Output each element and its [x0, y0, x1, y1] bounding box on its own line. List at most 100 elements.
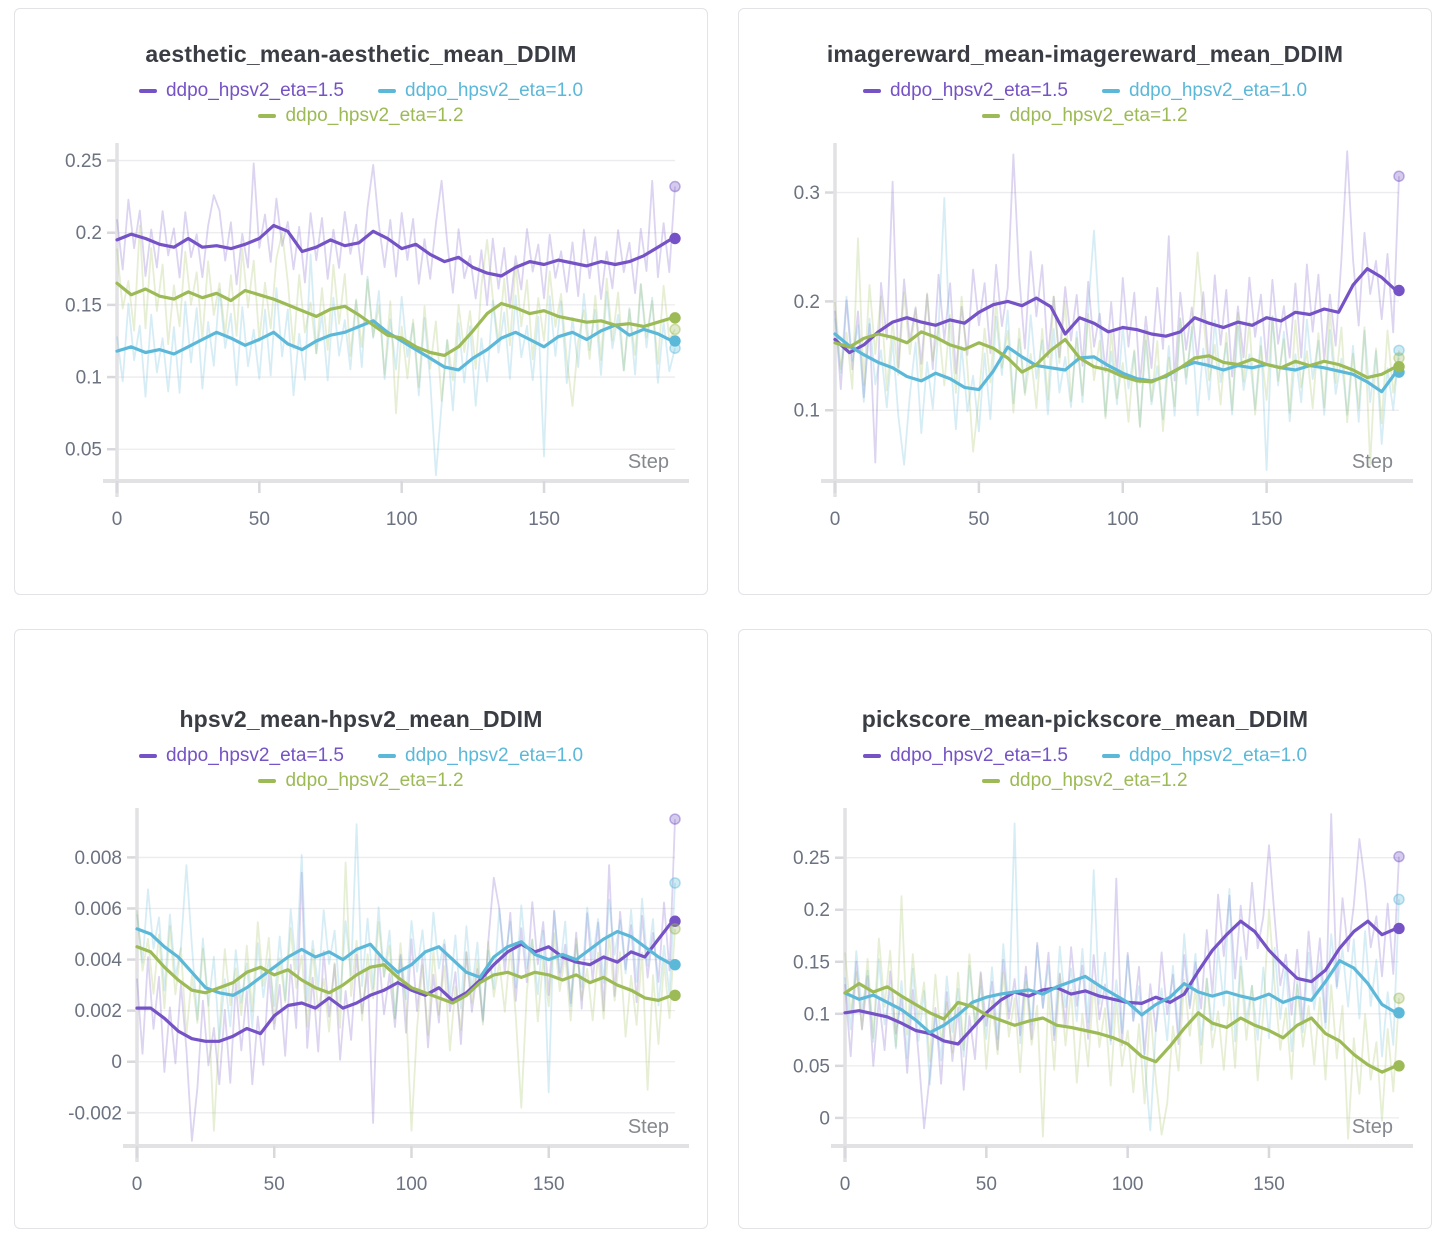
x-tick-label: 150 — [533, 1174, 565, 1195]
chart-legend: ddpo_hpsv2_eta=1.5 ddpo_hpsv2_eta=1.0 dd… — [739, 80, 1431, 127]
legend-label: ddpo_hpsv2_eta=1.2 — [1009, 770, 1188, 791]
legend-dash-icon — [258, 778, 277, 784]
raw-end-dot[interactable] — [669, 323, 681, 336]
chart-canvas[interactable]: 0 0.05 0.1 0.15 0.2 0.25 0 50 100 150 Step — [757, 802, 1413, 1214]
raw-end-dot[interactable] — [669, 923, 681, 935]
legend-dash-icon — [138, 753, 157, 759]
raw-end-dot[interactable] — [1393, 992, 1405, 1004]
raw-end-dot[interactable] — [669, 180, 681, 193]
series-end-dot[interactable] — [669, 312, 681, 324]
y-tick-label: 0.05 — [793, 1056, 830, 1077]
chart-title: hpsv2_mean-hpsv2_mean_DDIM — [179, 706, 543, 732]
chart-canvas[interactable]: -0.002 0 0.002 0.004 0.006 0.008 0 50 100 150 Step — [33, 802, 689, 1214]
legend-item-eta-1-5[interactable]: ddpo_hpsv2_eta=1.5 — [138, 80, 344, 102]
legend-label: ddpo_hpsv2_eta=1.2 — [285, 105, 464, 126]
x-tick-label: 50 — [976, 1174, 997, 1195]
x-tick-label: 0 — [112, 509, 123, 530]
chart-legend: ddpo_hpsv2_eta=1.5 ddpo_hpsv2_eta=1.0 dd… — [739, 745, 1431, 792]
chart-title: imagereward_mean-imagereward_mean_DDIM — [826, 41, 1344, 67]
raw-end-dot[interactable] — [1393, 344, 1405, 357]
raw-end-dot[interactable] — [669, 877, 681, 889]
series-end-dot[interactable] — [1393, 1060, 1405, 1072]
smoothed-series-line[interactable] — [135, 945, 677, 1005]
x-tick-label: 100 — [1107, 509, 1139, 530]
series-end-dot[interactable] — [1393, 922, 1405, 935]
legend-label: ddpo_hpsv2_eta=1.5 — [165, 745, 344, 766]
raw-end-dot[interactable] — [1393, 850, 1405, 863]
chart-legend: ddpo_hpsv2_eta=1.5 ddpo_hpsv2_eta=1.0 dd… — [15, 80, 707, 127]
series-end-dot[interactable] — [669, 958, 681, 971]
y-tick-label: 0 — [819, 1108, 830, 1129]
legend-item-eta-1-0[interactable]: ddpo_hpsv2_eta=1.0 — [378, 80, 583, 102]
legend-dash-icon — [982, 113, 1001, 119]
x-tick-label: 50 — [264, 1174, 285, 1195]
raw-end-dot[interactable] — [1393, 893, 1405, 906]
legend-item-eta-1-5[interactable]: ddpo_hpsv2_eta=1.5 — [862, 80, 1068, 102]
smoothed-series-line[interactable] — [135, 919, 677, 1043]
y-tick-label: 0.1 — [76, 368, 102, 389]
chart-legend: ddpo_hpsv2_eta=1.5 ddpo_hpsv2_eta=1.0 dd… — [15, 745, 707, 792]
raw-series-line[interactable] — [116, 224, 676, 415]
legend-dash-icon — [982, 778, 1001, 784]
x-axis-title: Step — [1352, 451, 1393, 473]
legend-item-eta-1-2[interactable]: ddpo_hpsv2_eta=1.2 — [982, 770, 1188, 792]
legend-item-eta-1-2[interactable]: ddpo_hpsv2_eta=1.2 — [258, 105, 464, 127]
legend-item-eta-1-5[interactable]: ddpo_hpsv2_eta=1.5 — [862, 745, 1068, 767]
legend-label: ddpo_hpsv2_eta=1.5 — [889, 80, 1068, 101]
smoothed-series-line[interactable] — [115, 319, 677, 372]
series-end-dot[interactable] — [669, 915, 681, 927]
smoothed-series-line[interactable] — [833, 330, 1401, 384]
chart-panel-imagereward: imagereward_mean-imagereward_mean_DDIM d… — [738, 8, 1432, 595]
legend-label: ddpo_hpsv2_eta=1.5 — [165, 80, 344, 101]
smoothed-series-line[interactable] — [115, 281, 677, 357]
smoothed-series-line[interactable] — [115, 223, 677, 278]
raw-series-line[interactable] — [116, 253, 676, 477]
raw-end-dot[interactable] — [669, 813, 681, 825]
smoothed-series-line[interactable] — [843, 982, 1401, 1074]
legend-label: ddpo_hpsv2_eta=1.0 — [405, 80, 584, 101]
chart-canvas[interactable]: 0.1 0.2 0.3 0 50 100 150 Step — [757, 137, 1413, 549]
raw-series-line[interactable] — [136, 861, 676, 1132]
x-tick-label: 0 — [840, 1174, 851, 1195]
x-tick-label: 150 — [1253, 1174, 1285, 1195]
y-tick-label: 0.1 — [794, 401, 820, 422]
raw-series-line[interactable] — [834, 237, 1400, 466]
legend-item-eta-1-0[interactable]: ddpo_hpsv2_eta=1.0 — [378, 745, 583, 767]
series-end-dot[interactable] — [669, 232, 681, 245]
smoothed-series-line[interactable] — [833, 267, 1401, 355]
x-tick-label: 0 — [830, 509, 841, 530]
raw-series-line[interactable] — [844, 813, 1400, 1130]
legend-dash-icon — [862, 88, 881, 94]
series-end-dot[interactable] — [1393, 284, 1405, 297]
legend-item-eta-1-2[interactable]: ddpo_hpsv2_eta=1.2 — [982, 105, 1188, 127]
smoothed-series-line[interactable] — [833, 332, 1401, 394]
raw-series-line[interactable] — [116, 162, 676, 310]
legend-item-eta-1-0[interactable]: ddpo_hpsv2_eta=1.0 — [1102, 745, 1307, 767]
chart-canvas[interactable]: 0.05 0.1 0.15 0.2 0.25 0 50 100 150 Step — [33, 137, 689, 549]
y-tick-label: 0.2 — [804, 900, 830, 921]
chart-title: aesthetic_mean-aesthetic_mean_DDIM — [145, 41, 577, 67]
legend-label: ddpo_hpsv2_eta=1.0 — [1129, 80, 1308, 101]
smoothed-series-line[interactable] — [843, 959, 1401, 1035]
legend-dash-icon — [1102, 88, 1120, 94]
y-tick-label: 0 — [111, 1052, 122, 1073]
raw-series-line[interactable] — [136, 819, 676, 1142]
series-end-dot[interactable] — [1393, 1007, 1405, 1019]
legend-item-eta-1-5[interactable]: ddpo_hpsv2_eta=1.5 — [138, 745, 344, 767]
series-end-dot[interactable] — [1393, 361, 1405, 373]
series-end-dot[interactable] — [669, 989, 681, 1002]
raw-series-line[interactable] — [844, 895, 1400, 1140]
y-tick-label: 0.002 — [74, 1001, 122, 1022]
raw-end-dot[interactable] — [1393, 170, 1405, 182]
legend-item-eta-1-2[interactable]: ddpo_hpsv2_eta=1.2 — [258, 770, 464, 792]
x-tick-label: 50 — [249, 509, 270, 530]
y-tick-label: 0.25 — [793, 848, 830, 869]
y-tick-label: 0.2 — [76, 223, 102, 244]
legend-item-eta-1-0[interactable]: ddpo_hpsv2_eta=1.0 — [1102, 80, 1307, 102]
series-end-dot[interactable] — [669, 335, 681, 347]
smoothed-series-line[interactable] — [135, 927, 677, 997]
legend-label: ddpo_hpsv2_eta=1.2 — [1009, 105, 1188, 126]
x-tick-label: 100 — [386, 509, 418, 530]
y-tick-label: 0.1 — [804, 1004, 830, 1025]
